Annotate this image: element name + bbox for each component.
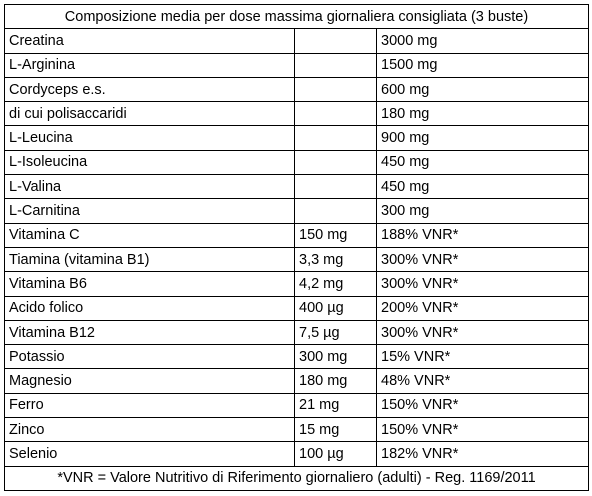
ingredient-name-cell: L-Arginina	[4, 52, 295, 78]
table-row: Tiamina (vitamina B1) 3,3 mg 300% VNR*	[4, 246, 589, 273]
amount-cell	[294, 198, 377, 224]
nutrition-table-container: Composizione media per dose massima gior…	[4, 3, 589, 492]
table-row: Acido folico 400 µg 200% VNR*	[4, 295, 589, 321]
amount-cell	[294, 125, 377, 151]
table-row: Vitamina B12 7,5 µg 300% VNR*	[4, 319, 589, 346]
table-row: Potassio 300 mg 15% VNR*	[4, 344, 589, 370]
nutrition-table: Composizione media per dose massima gior…	[4, 3, 589, 492]
ingredient-name-cell: Selenio	[4, 441, 295, 467]
table-row: Ferro 21 mg 150% VNR*	[4, 392, 589, 419]
table-row: L-Carnitina 300 mg	[4, 198, 589, 224]
ingredient-name-cell: Potassio	[4, 344, 295, 370]
quantity-vnr-cell: 300 mg	[376, 198, 589, 224]
quantity-vnr-cell: 180 mg	[376, 101, 589, 127]
ingredient-name-cell: Cordyceps e.s.	[4, 76, 295, 103]
ingredient-name-cell: L-Valina	[4, 174, 295, 200]
ingredient-name-cell: Acido folico	[4, 295, 295, 321]
amount-cell: 150 mg	[294, 222, 377, 248]
amount-cell: 15 mg	[294, 417, 377, 443]
ingredient-name-cell: L-Carnitina	[4, 198, 295, 224]
table-row: L-Arginina 1500 mg	[4, 52, 589, 78]
ingredient-name-cell: Vitamina B12	[4, 319, 295, 346]
quantity-vnr-cell: 48% VNR*	[376, 368, 589, 394]
quantity-vnr-cell: 15% VNR*	[376, 344, 589, 370]
quantity-vnr-cell: 300% VNR*	[376, 319, 589, 346]
ingredient-name-cell: Zinco	[4, 417, 295, 443]
amount-cell	[294, 76, 377, 103]
ingredient-name-cell: L-Leucina	[4, 125, 295, 151]
table-footnote-row: *VNR = Valore Nutritivo di Riferimento g…	[4, 465, 589, 492]
amount-cell	[294, 174, 377, 200]
amount-cell: 180 mg	[294, 368, 377, 394]
quantity-vnr-cell: 300% VNR*	[376, 271, 589, 297]
ingredient-name-cell: Magnesio	[4, 368, 295, 394]
table-row: Creatina 3000 mg	[4, 28, 589, 54]
quantity-vnr-cell: 450 mg	[376, 149, 589, 176]
table-row: Magnesio 180 mg 48% VNR*	[4, 368, 589, 394]
table-row: Vitamina C 150 mg 188% VNR*	[4, 222, 589, 248]
ingredient-name-cell: Vitamina C	[4, 222, 295, 248]
quantity-vnr-cell: 150% VNR*	[376, 417, 589, 443]
ingredient-name-cell: Tiamina (vitamina B1)	[4, 246, 295, 273]
amount-cell	[294, 101, 377, 127]
quantity-vnr-cell: 600 mg	[376, 76, 589, 103]
amount-cell: 4,2 mg	[294, 271, 377, 297]
quantity-vnr-cell: 300% VNR*	[376, 246, 589, 273]
amount-cell	[294, 52, 377, 78]
amount-cell: 3,3 mg	[294, 246, 377, 273]
amount-cell: 300 mg	[294, 344, 377, 370]
table-row: Selenio 100 µg 182% VNR*	[4, 441, 589, 467]
quantity-vnr-cell: 3000 mg	[376, 28, 589, 54]
amount-cell: 100 µg	[294, 441, 377, 467]
table-row: L-Isoleucina 450 mg	[4, 149, 589, 176]
nutrition-table-body: Composizione media per dose massima gior…	[4, 3, 589, 492]
table-row: Zinco 15 mg 150% VNR*	[4, 417, 589, 443]
quantity-vnr-cell: 200% VNR*	[376, 295, 589, 321]
amount-cell	[294, 149, 377, 176]
quantity-vnr-cell: 188% VNR*	[376, 222, 589, 248]
table-caption: Composizione media per dose massima gior…	[4, 3, 589, 30]
quantity-vnr-cell: 150% VNR*	[376, 392, 589, 419]
table-row: Vitamina B6 4,2 mg 300% VNR*	[4, 271, 589, 297]
quantity-vnr-cell: 182% VNR*	[376, 441, 589, 467]
table-row: Cordyceps e.s. 600 mg	[4, 76, 589, 103]
table-row: di cui polisaccaridi 180 mg	[4, 101, 589, 127]
ingredient-name-cell: L-Isoleucina	[4, 149, 295, 176]
table-row: L-Valina 450 mg	[4, 174, 589, 200]
quantity-vnr-cell: 450 mg	[376, 174, 589, 200]
quantity-vnr-cell: 1500 mg	[376, 52, 589, 78]
table-caption-row: Composizione media per dose massima gior…	[4, 3, 589, 30]
amount-cell	[294, 28, 377, 54]
ingredient-name-cell: Ferro	[4, 392, 295, 419]
quantity-vnr-cell: 900 mg	[376, 125, 589, 151]
ingredient-name-cell: Vitamina B6	[4, 271, 295, 297]
amount-cell: 21 mg	[294, 392, 377, 419]
amount-cell: 400 µg	[294, 295, 377, 321]
amount-cell: 7,5 µg	[294, 319, 377, 346]
table-row: L-Leucina 900 mg	[4, 125, 589, 151]
ingredient-name-cell: di cui polisaccaridi	[4, 101, 295, 127]
table-footnote: *VNR = Valore Nutritivo di Riferimento g…	[4, 465, 589, 492]
ingredient-name-cell: Creatina	[4, 28, 295, 54]
